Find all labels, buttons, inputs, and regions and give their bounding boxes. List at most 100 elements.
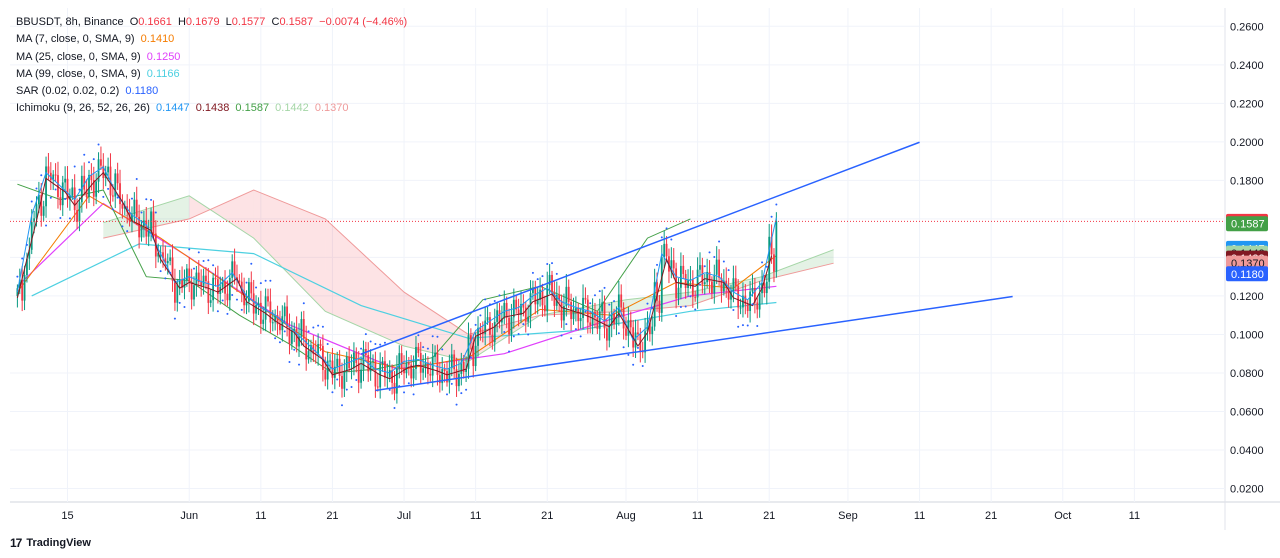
sar-dot: [49, 196, 52, 199]
candle-body: [739, 307, 742, 309]
sar-dot: [288, 361, 291, 364]
candle-body: [61, 182, 64, 206]
candle-body: [775, 221, 778, 272]
cloud-segment: [762, 249, 834, 281]
candle: [116, 162, 119, 190]
sar-dot: [727, 269, 730, 272]
candle-body: [23, 275, 26, 301]
candle: [484, 307, 487, 346]
candle: [563, 293, 565, 330]
candle-body: [734, 278, 737, 286]
candle-body: [391, 370, 394, 383]
candle-body: [372, 360, 374, 362]
candle: [651, 315, 654, 346]
candle: [524, 301, 527, 333]
candle-body: [455, 369, 458, 387]
candle-body: [259, 302, 262, 324]
symbol-label[interactable]: BBUSDT, 8h, Binance: [16, 16, 124, 28]
candle: [295, 316, 298, 353]
candle-body: [749, 291, 752, 312]
candle-body: [543, 305, 546, 312]
candle-body: [634, 332, 637, 348]
candle-body: [412, 368, 415, 379]
legend-ichimoku[interactable]: Ichimoku (9, 26, 52, 26, 26) 0.1447 0.14…: [16, 100, 407, 117]
candle-body: [286, 306, 288, 327]
candle-body: [45, 166, 47, 207]
sar-dot: [527, 333, 530, 336]
candle-body: [350, 367, 353, 369]
candle-body: [620, 294, 623, 308]
indicator-value: 0.1438: [195, 102, 230, 115]
sar-dot: [751, 303, 754, 306]
sar-dot: [388, 388, 391, 391]
candle: [391, 364, 394, 395]
sar-dot: [679, 305, 682, 308]
candle-body: [637, 332, 639, 335]
candle-body: [644, 331, 646, 353]
sar-dot: [551, 262, 554, 265]
candle-body: [238, 280, 241, 282]
sar-dot: [255, 286, 258, 289]
candle-body: [133, 199, 136, 215]
candle: [178, 269, 181, 296]
sar-dot: [145, 198, 148, 201]
candle: [620, 284, 623, 316]
candle: [95, 173, 98, 205]
candle: [713, 264, 716, 304]
indicator-label: Ichimoku (9, 26, 52, 26, 26): [16, 102, 150, 115]
candle-body: [524, 307, 527, 322]
candle-body: [360, 369, 362, 383]
candle: [54, 163, 57, 182]
candle-body: [162, 252, 164, 259]
candle-body: [548, 274, 551, 286]
high-value: 0.1679: [185, 16, 220, 28]
candle-body: [565, 286, 568, 307]
candle-body: [35, 204, 38, 219]
candle: [469, 328, 472, 350]
candle-body: [508, 317, 510, 335]
candle-body: [135, 199, 138, 217]
sar-dot: [326, 343, 329, 346]
candle: [209, 288, 212, 308]
indicator-value: 0.1587: [235, 102, 270, 115]
sar-dot: [298, 363, 301, 366]
candle: [350, 354, 353, 380]
conversion-line: [16, 166, 777, 374]
legend-sar[interactable]: SAR (0.02, 0.02, 0.2) 0.1180: [16, 83, 407, 100]
sar-dot: [484, 298, 487, 301]
sar-dot: [460, 392, 463, 395]
candle-body: [212, 277, 215, 301]
sar-dot: [455, 403, 458, 406]
candle: [207, 267, 210, 315]
sar-dot: [517, 332, 520, 335]
legend-ma7[interactable]: MA (7, close, 0, SMA, 9) 0.1410: [16, 31, 407, 48]
sar-dot: [360, 347, 363, 350]
legend-ma99[interactable]: MA (99, close, 0, SMA, 9) 0.1166: [16, 66, 407, 83]
sar-dot: [88, 161, 90, 164]
candle-body: [589, 322, 592, 326]
candle: [147, 219, 150, 247]
candle: [290, 321, 293, 350]
candle: [610, 301, 613, 338]
sar-dot: [636, 346, 639, 349]
tradingview-footer[interactable]: 17 TradingView: [10, 536, 91, 550]
sar-dot: [383, 341, 386, 344]
candle-body: [114, 173, 117, 197]
candle-body: [57, 175, 59, 198]
candle: [703, 273, 706, 295]
candle-body: [517, 309, 520, 316]
chart-legend: BBUSDT, 8h, Binance O0.1661 H0.1679 L0.1…: [16, 14, 407, 118]
candle: [131, 206, 133, 233]
candle-body: [443, 368, 446, 372]
sar-dot: [302, 302, 305, 305]
candle: [100, 146, 102, 170]
sar-dot: [350, 386, 353, 389]
candle: [329, 353, 331, 371]
time-axis-label: 15: [61, 510, 73, 522]
legend-ma25[interactable]: MA (25, close, 0, SMA, 9) 0.1250: [16, 49, 407, 66]
indicator-value: 0.1442: [275, 102, 309, 115]
candle-body: [407, 362, 410, 365]
candle-body: [195, 272, 198, 286]
candle: [233, 248, 236, 285]
